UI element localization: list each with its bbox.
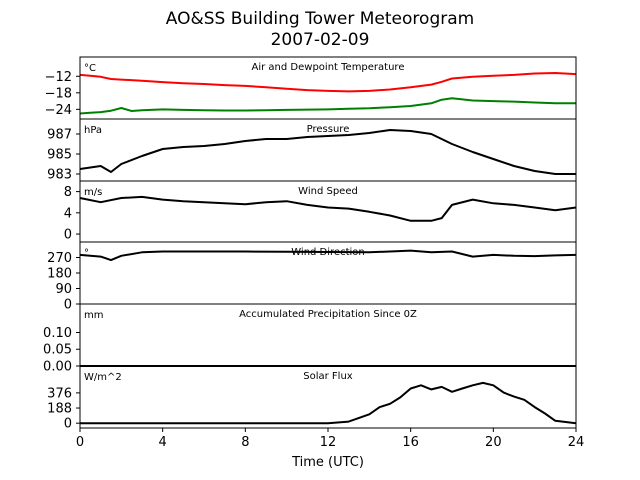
series-line-temp-1	[79, 97, 576, 115]
series-line-temp-0	[79, 72, 577, 93]
panel-temp: −12−18 −24 °C Air and Dewpoint Temperature	[45, 56, 577, 120]
y-tick-label-precip-0: 0.10	[43, 326, 72, 341]
series-line-solar-0	[80, 381, 577, 425]
panel-title-temp: Air and Dewpoint Temperature	[252, 62, 405, 73]
unit-label-wind-speed: m/s	[84, 187, 102, 198]
y-tick-label-wind-speed-2: 0	[64, 228, 72, 243]
chart-title: AO&SS Building Tower Meteorogram	[166, 9, 474, 29]
panel-title-solar: Solar Flux	[303, 371, 353, 382]
y-tick-label-solar-1: 188	[47, 402, 72, 417]
x-tick-label-3: 12	[320, 435, 337, 450]
unit-label-wind-direction: °	[84, 248, 89, 259]
series-line-wind-direction-0	[79, 249, 577, 262]
y-tick-label-pressure-2: 983	[47, 168, 72, 183]
y-tick-label-wind-direction-3: 0	[64, 298, 72, 313]
panel-title-wind-direction: Wind Direction	[291, 247, 365, 258]
panels-group: −12−18 −24 °C Air and Dewpoint Temperature 9…	[43, 56, 577, 432]
y-tick-label-precip-1: 0.05	[43, 343, 72, 358]
y-tick-label-solar-0: 376	[47, 386, 72, 401]
unit-label-temp: °C	[84, 63, 96, 74]
y-tick-label-wind-direction-2: 90	[55, 282, 72, 297]
series-line-wind-speed-0	[79, 195, 577, 222]
x-tick-label-4: 16	[402, 435, 419, 450]
y-tick-label-solar-2: 0	[64, 417, 72, 432]
panel-wind-speed: 8 4 0 m/s Wind Speed	[64, 180, 577, 243]
x-tick-label-1: 4	[159, 435, 167, 450]
y-tick-label-wind-speed-0: 8	[64, 185, 72, 200]
y-tick-label-pressure-0: 987	[47, 128, 72, 143]
chart-subtitle: 2007-02-09	[271, 30, 370, 50]
panel-title-precip: Accumulated Precipitation Since 0Z	[239, 309, 417, 320]
series-line-pressure-0	[79, 129, 576, 175]
x-tick-label-2: 8	[241, 435, 249, 450]
unit-label-pressure: hPa	[84, 125, 102, 136]
y-tick-label-temp-0: −12	[45, 70, 72, 85]
y-tick-label-temp-2: −24	[45, 103, 72, 118]
panel-title-wind-speed: Wind Speed	[298, 186, 358, 197]
x-tick-label-0: 0	[76, 435, 84, 450]
unit-label-solar: W/m^2	[84, 372, 122, 383]
y-tick-label-pressure-1: 985	[47, 148, 72, 163]
y-tick-label-precip-2: 0.00	[43, 360, 72, 375]
x-tick-label-6: 24	[568, 435, 585, 450]
panel-pressure: 987 985 983 hPa Pressure	[47, 118, 577, 183]
panel-precip: 0.10 0.05 0.00 mm Accumulated Precipitation …	[43, 303, 577, 375]
y-tick-label-temp-1: −18	[45, 86, 72, 101]
panel-title-pressure: Pressure	[307, 124, 350, 135]
y-tick-label-wind-speed-1: 4	[64, 206, 72, 221]
y-tick-label-wind-direction-0: 270	[47, 251, 72, 266]
x-axis-label: Time (UTC)	[291, 455, 364, 470]
x-tick-label-5: 20	[485, 435, 502, 450]
unit-label-precip: mm	[84, 310, 103, 321]
y-tick-label-wind-direction-1: 180	[47, 267, 72, 282]
x-axis: 0 4 8 12 16 20 24	[76, 428, 584, 450]
